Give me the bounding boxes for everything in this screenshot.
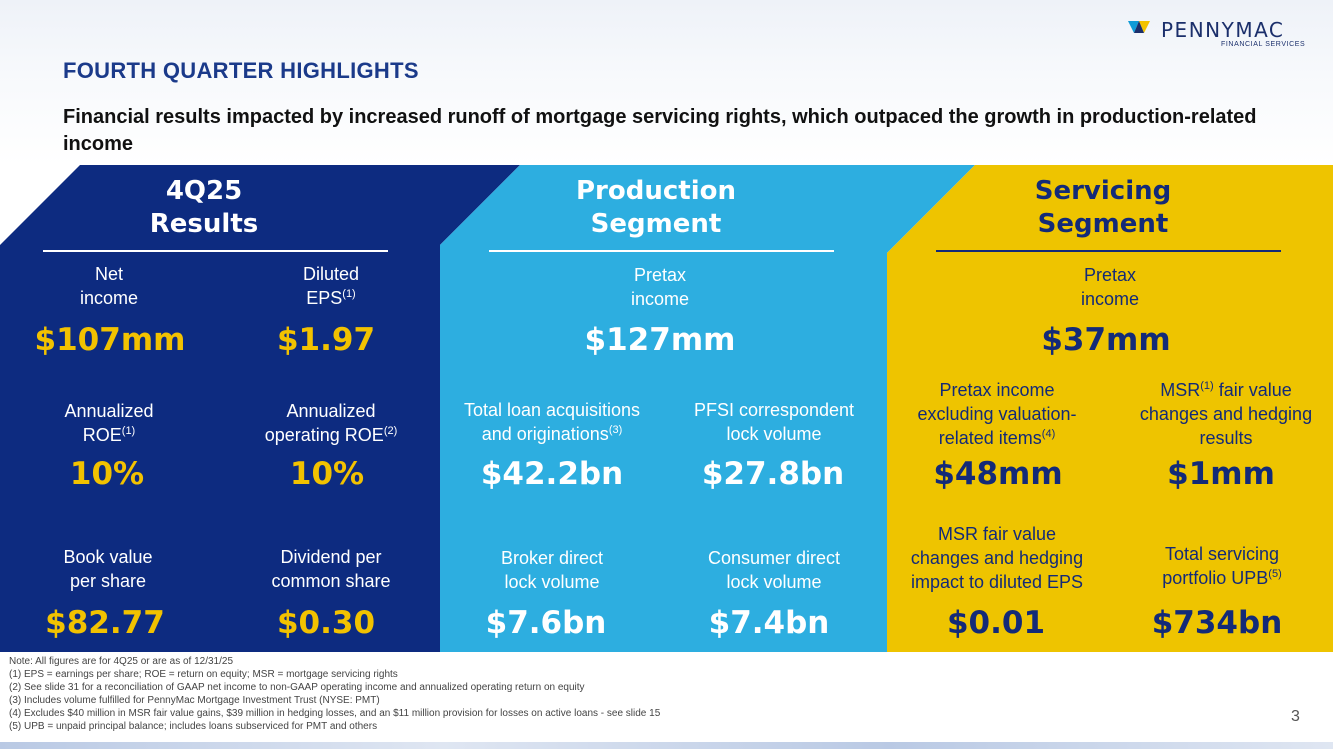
results-header-rule — [43, 250, 388, 252]
servicing-header: Servicing Segment — [1034, 176, 1172, 239]
footnote-line: (1) EPS = earnings per share; ROE = retu… — [9, 669, 398, 680]
pretax-excl-valuation-label: Pretax income excluding valuation- relat… — [917, 380, 1077, 448]
book-value-value: $82.77 — [45, 605, 165, 641]
consumer-direct-value: $7.4bn — [708, 605, 830, 641]
net-income-label: Net income — [79, 264, 139, 308]
highlights-panels: 4Q25 Results Net income $107mm Diluted E… — [0, 165, 1333, 652]
annualized-operating-roe-label: Annualized operating ROE(2) — [264, 401, 398, 445]
page-number: 3 — [1291, 708, 1300, 725]
pennymac-mark-icon — [1128, 21, 1150, 33]
results-panel-bg — [0, 165, 520, 652]
annualized-operating-roe-value: 10% — [289, 456, 365, 492]
msr-eps-impact-label: MSR fair value changes and hedging impac… — [910, 524, 1084, 592]
servicing-pretax-label: Pretax income — [1080, 265, 1140, 309]
footnote-line: Note: All figures are for 4Q25 or are as… — [9, 656, 234, 667]
diluted-eps-label: Diluted EPS(1) — [302, 264, 360, 308]
total-loan-acquisitions-label: Total loan acquisitions and originations… — [463, 400, 641, 444]
panel-backgrounds — [0, 165, 1333, 652]
production-pretax-label: Pretax income — [630, 265, 690, 309]
pfsi-correspondent-label: PFSI correspondent lock volume — [693, 400, 855, 444]
dividend-value: $0.30 — [276, 605, 376, 641]
footnote-line: (2) See slide 31 for a reconciliation of… — [9, 682, 585, 693]
consumer-direct-label: Consumer direct lock volume — [707, 548, 841, 592]
footnote-line: (3) Includes volume fulfilled for PennyM… — [9, 695, 380, 706]
footer-band — [0, 742, 1333, 749]
servicing-header-rule — [936, 250, 1281, 252]
total-servicing-upb-value: $734bn — [1151, 605, 1283, 641]
annualized-roe-label: Annualized ROE(1) — [64, 401, 154, 445]
book-value-label: Book value per share — [63, 547, 153, 591]
footnote-line: (4) Excludes $40 million in MSR fair val… — [9, 708, 661, 719]
production-panel-bg — [440, 165, 975, 652]
total-loan-acquisitions-value: $42.2bn — [480, 456, 624, 492]
diluted-eps-value: $1.97 — [276, 322, 376, 358]
net-income-value: $107mm — [34, 322, 186, 358]
company-logo: PENNYMAC FINANCIAL SERVICES — [1128, 18, 1318, 50]
page-subtitle: Financial results impacted by increased … — [63, 106, 1257, 155]
production-header-rule — [489, 250, 834, 252]
broker-direct-label: Broker direct lock volume — [500, 548, 604, 592]
production-header: Production Segment — [576, 176, 736, 239]
footnotes: Note: All figures are for 4Q25 or are as… — [9, 655, 660, 733]
dividend-label: Dividend per common share — [271, 547, 391, 591]
logo-wordmark: PENNYMAC — [1161, 18, 1285, 42]
msr-fair-value-hedging-value: $1mm — [1167, 456, 1275, 492]
servicing-pretax-value: $37mm — [1041, 322, 1171, 358]
broker-direct-value: $7.6bn — [485, 605, 607, 641]
results-header: 4Q25 Results — [149, 176, 259, 239]
pfsi-correspondent-value: $27.8bn — [701, 456, 845, 492]
logo-tagline: FINANCIAL SERVICES — [1221, 41, 1306, 48]
annualized-roe-value: 10% — [69, 456, 145, 492]
msr-eps-impact-value: $0.01 — [946, 605, 1046, 641]
msr-fair-value-hedging-label: MSR(1) fair value changes and hedging re… — [1139, 380, 1313, 448]
servicing-panel-bg — [887, 165, 1333, 652]
pretax-excl-valuation-value: $48mm — [933, 456, 1063, 492]
header-background — [0, 0, 1333, 165]
footnote-line: (5) UPB = unpaid principal balance; incl… — [9, 721, 378, 732]
total-servicing-upb-label: Total servicing portfolio UPB(5) — [1162, 544, 1282, 588]
page-title: FOURTH QUARTER HIGHLIGHTS — [63, 58, 419, 83]
production-pretax-value: $127mm — [584, 322, 736, 358]
